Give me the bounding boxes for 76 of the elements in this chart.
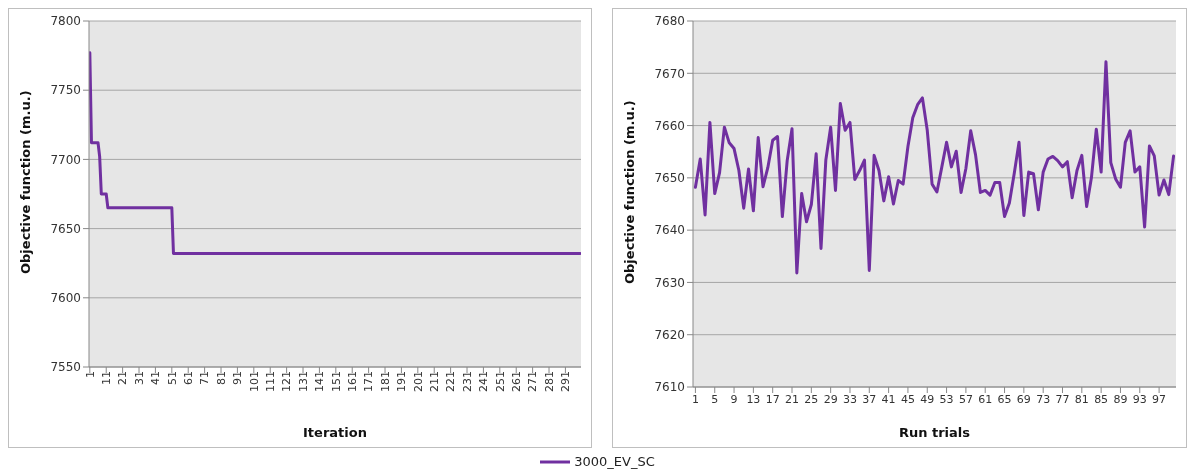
x-tick-label: 201 bbox=[411, 371, 425, 392]
x-tick-label: 41 bbox=[881, 392, 896, 406]
x-tick-label: 141 bbox=[313, 371, 327, 392]
x-tick-label: 51 bbox=[165, 371, 179, 385]
y-tick-label: 7600 bbox=[50, 291, 81, 306]
x-tick-label: 231 bbox=[460, 371, 474, 392]
x-tick-label: 21 bbox=[116, 371, 130, 385]
x-tick-label: 1 bbox=[691, 392, 699, 406]
x-tick-label: 5 bbox=[711, 392, 719, 406]
x-tick-label: 291 bbox=[559, 371, 573, 392]
legend-label: 3000_EV_SC bbox=[574, 454, 655, 469]
x-tick-label: 241 bbox=[477, 371, 491, 392]
x-tick-label: 41 bbox=[149, 371, 163, 385]
x-tick-label: 251 bbox=[493, 371, 507, 392]
x-tick-label: 1 bbox=[83, 371, 97, 378]
x-tick-label: 69 bbox=[1016, 392, 1031, 406]
x-tick-label: 81 bbox=[1074, 392, 1089, 406]
y-tick-label: 7660 bbox=[654, 118, 685, 133]
x-tick-label: 49 bbox=[920, 392, 935, 406]
x-tick-label: 45 bbox=[900, 392, 915, 406]
x-tick-label: 61 bbox=[182, 371, 196, 385]
y-tick-label: 7640 bbox=[654, 223, 685, 238]
line-series bbox=[693, 60, 1176, 275]
x-tick-label: 191 bbox=[395, 371, 409, 392]
x-tick-label: 221 bbox=[444, 371, 458, 392]
x-tick-label: 81 bbox=[214, 371, 228, 385]
x-tick-label: 93 bbox=[1132, 392, 1147, 406]
x-tick-label: 57 bbox=[958, 392, 973, 406]
x-tick-label: 71 bbox=[198, 371, 212, 385]
x-tick-label: 73 bbox=[1036, 392, 1051, 406]
y-axis-title: Objective function (m.u.) bbox=[621, 100, 637, 284]
x-tick-label: 21 bbox=[785, 392, 800, 406]
x-tick-label: 97 bbox=[1152, 392, 1167, 406]
x-axis-title: Iteration bbox=[303, 425, 367, 440]
y-tick-label: 7800 bbox=[50, 14, 81, 29]
x-tick-label: 13 bbox=[746, 392, 761, 406]
x-tick-label: 161 bbox=[346, 371, 360, 392]
x-tick-label: 131 bbox=[296, 371, 310, 392]
x-tick-label: 261 bbox=[510, 371, 524, 392]
x-tick-label: 101 bbox=[247, 371, 261, 392]
x-tick-label: 11 bbox=[100, 371, 114, 385]
x-tick-label: 85 bbox=[1094, 392, 1109, 406]
y-tick-label: 7630 bbox=[654, 275, 685, 290]
y-tick-label: 7670 bbox=[654, 66, 685, 81]
x-tick-label: 29 bbox=[823, 392, 838, 406]
y-tick-label: 7650 bbox=[654, 171, 685, 186]
x-tick-label: 9 bbox=[730, 392, 738, 406]
y-tick-label: 7680 bbox=[654, 14, 685, 29]
x-tick-label: 281 bbox=[542, 371, 556, 392]
x-tick-label: 17 bbox=[765, 392, 780, 406]
x-tick-label: 91 bbox=[231, 371, 245, 385]
x-tick-label: 33 bbox=[842, 392, 857, 406]
x-tick-label: 171 bbox=[362, 371, 376, 392]
x-tick-label: 271 bbox=[526, 371, 540, 392]
x-tick-label: 61 bbox=[978, 392, 993, 406]
x-tick-label: 37 bbox=[862, 392, 877, 406]
line-series bbox=[89, 51, 581, 256]
x-tick-label: 65 bbox=[997, 392, 1012, 406]
x-tick-label: 25 bbox=[804, 392, 819, 406]
y-tick-label: 7610 bbox=[654, 380, 685, 395]
y-tick-label: 7550 bbox=[50, 360, 81, 375]
x-tick-label: 89 bbox=[1113, 392, 1128, 406]
x-tick-label: 77 bbox=[1055, 392, 1070, 406]
x-tick-label: 111 bbox=[264, 371, 278, 392]
y-tick-label: 7700 bbox=[50, 152, 81, 167]
y-tick-label: 7620 bbox=[654, 327, 685, 342]
x-tick-label: 151 bbox=[329, 371, 343, 392]
y-axis-title: Objective function (m.u.) bbox=[17, 90, 33, 274]
x-tick-label: 211 bbox=[428, 371, 442, 392]
x-tick-label: 31 bbox=[132, 371, 146, 385]
x-tick-label: 53 bbox=[939, 392, 954, 406]
y-tick-label: 7750 bbox=[50, 83, 81, 98]
y-tick-label: 7650 bbox=[50, 221, 81, 236]
x-axis-title: Run trials bbox=[898, 425, 971, 440]
x-tick-label: 121 bbox=[280, 371, 294, 392]
x-tick-label: 181 bbox=[378, 371, 392, 392]
